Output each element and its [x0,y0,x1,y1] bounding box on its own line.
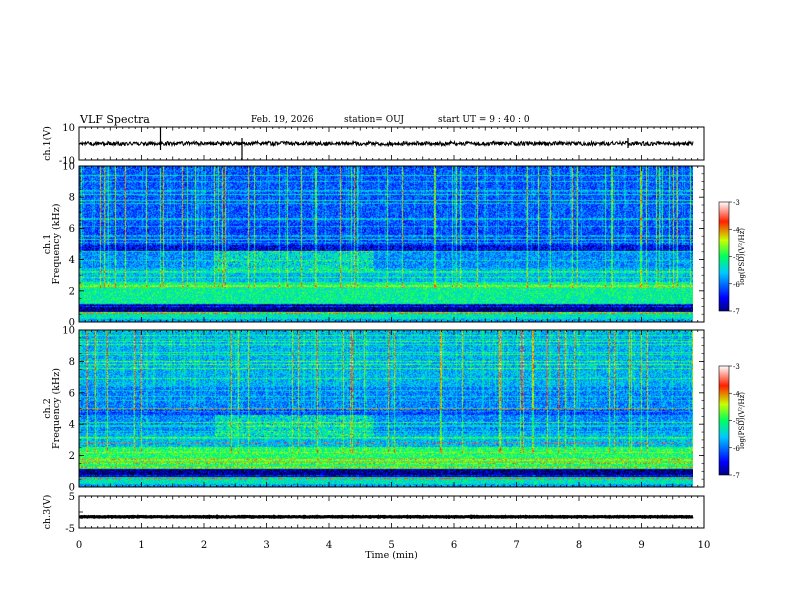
ylabel-2-0: ch.2 [42,398,53,419]
xtick-label-2: 2 [201,540,207,551]
xtick-label-6: 6 [451,540,457,551]
colorbar-tick-label-1-4: -7 [733,308,740,316]
xtick-label-8: 8 [576,540,582,551]
ytick-label-2-2: 4 [69,420,75,431]
colorbar-tick-label-1-2: -5 [733,254,740,262]
ylabel-0-0: ch.1(V) [42,126,53,161]
xtick-label-0: 0 [76,540,82,551]
ylabel-3-0: ch.3(V) [42,495,53,530]
ytick-label-0-top: 10 [62,123,75,134]
colorbar-2 [718,365,730,476]
ytick-label-2-1: 2 [69,451,75,462]
ytick-label-2-0: 0 [69,483,75,494]
xtick-label-1: 1 [138,540,144,551]
xtick-label-5: 5 [388,540,394,551]
colorbar-label-1: log(PSD)(V²/Hz) [738,228,746,285]
colorbar-tick-label-2-4: -7 [733,472,740,480]
ytick-label-1-2: 4 [69,255,75,266]
colorbar-tick-label-2-1: -4 [733,390,740,398]
ytick-label-2-3: 6 [69,388,75,399]
ylabel-1-0: ch.1 [42,234,53,255]
colorbar-tick-label-2-3: -6 [733,445,740,453]
ylabel-1-1: Frequency (kHz) [51,204,62,285]
waveform-trace-3 [78,514,694,520]
colorbar-1 [718,201,730,312]
xtick-label-10: 10 [698,540,711,551]
ytick-label-1-0: 0 [69,318,75,329]
spectrogram-image-2 [79,330,693,487]
xtick-label-3: 3 [263,540,269,551]
ytick-label-3-top: 5 [69,492,75,503]
start-time-label: start UT = 9 : 40 : 0 [438,115,530,125]
spectrogram-image-1 [79,166,693,322]
ytick-label-2-5: 10 [62,326,75,337]
colorbar-tick-label-2-2: -5 [733,418,740,426]
waveform-trace-0 [78,139,694,148]
station-label: station= OUJ [344,115,405,125]
xtick-label-4: 4 [326,540,332,551]
colorbar-tick-label-1-3: -6 [733,281,740,289]
ytick-label-1-5: 10 [62,162,75,173]
colorbar-tick-label-2-0: -3 [733,363,740,371]
ytick-label-1-4: 8 [69,193,75,204]
date-label: Feb. 19, 2026 [251,115,314,125]
colorbar-tick-label-1-1: -4 [733,226,740,234]
ytick-label-3-bottom: -5 [65,524,75,535]
ytick-label-1-1: 2 [69,286,75,297]
ytick-label-2-4: 8 [69,357,75,368]
xaxis-label: Time (min) [365,550,418,561]
ylabel-2-1: Frequency (kHz) [51,368,62,449]
colorbar-label-2: log(PSD)(V²/Hz) [738,392,746,449]
xtick-label-9: 9 [638,540,644,551]
chart-title: VLF Spectra [80,113,150,126]
colorbar-tick-label-1-0: -3 [733,199,740,207]
xtick-label-7: 7 [513,540,519,551]
ytick-label-1-3: 6 [69,224,75,235]
ytick-label-0-bottom: -10 [59,156,75,167]
